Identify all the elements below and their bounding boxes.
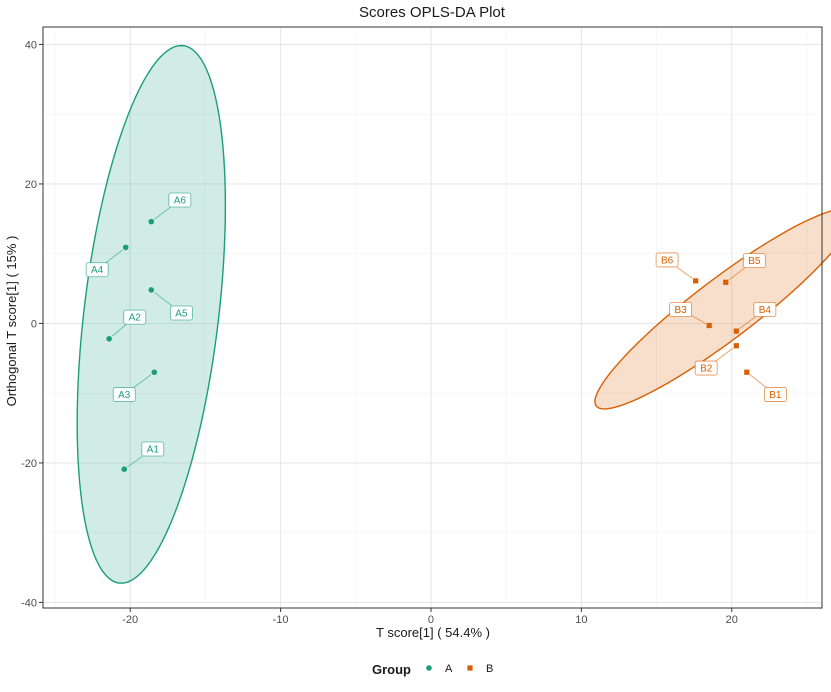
label-connector-b3	[691, 315, 706, 324]
data-point-b2	[733, 343, 739, 349]
label-box-b3	[669, 302, 693, 317]
point-label-b1: B1	[769, 390, 782, 401]
data-point-b3	[706, 322, 712, 329]
label-box-a1	[141, 441, 165, 457]
label-box-b1	[763, 387, 787, 402]
label-connector-b2	[715, 347, 734, 362]
ellipse-group-a	[76, 44, 227, 584]
legend: Group A B	[372, 662, 493, 677]
data-points	[106, 218, 750, 473]
point-label-a1: A1	[147, 444, 160, 455]
data-point-a4	[122, 244, 129, 251]
label-connector-a1	[127, 455, 144, 468]
chart-title: Scores OPLS-DA Plot	[359, 4, 506, 21]
data-point-a6	[148, 218, 155, 225]
label-connector-a3	[133, 374, 152, 388]
plot-panel-border	[42, 26, 823, 609]
x-tick-label: 20	[726, 614, 738, 626]
label-connector-a5	[154, 291, 173, 307]
x-tick-label: 10	[575, 614, 587, 626]
label-box-b5	[742, 253, 766, 269]
label-connector-a2	[111, 323, 127, 337]
data-point-b4	[733, 328, 739, 334]
legend-label-a: A	[445, 663, 453, 675]
y-tick-label: 0	[31, 318, 37, 330]
grid	[43, 27, 822, 608]
data-point-b6	[693, 278, 699, 284]
legend-key-b	[467, 665, 473, 671]
data-point-a2	[106, 335, 112, 342]
y-tick-label: -20	[21, 458, 37, 470]
label-connector-b6	[676, 266, 693, 279]
ellipse-group-b	[594, 210, 831, 410]
y-tick-label: 20	[25, 179, 37, 191]
legend-title: Group	[372, 662, 411, 677]
confidence-ellipses	[76, 44, 831, 584]
x-tick-label: -20	[122, 614, 138, 626]
label-box-b6	[655, 252, 679, 268]
label-connector-b1	[749, 374, 767, 388]
label-connector-b4	[739, 316, 756, 330]
point-label-b2: B2	[700, 364, 713, 375]
data-point-b1	[744, 369, 750, 375]
axis-ticks: -20 -10 0 10 20 -40 -20 0 20 40	[21, 39, 738, 626]
label-connector-a6	[154, 206, 171, 220]
point-label-a4: A4	[91, 265, 104, 276]
data-point-a5	[148, 287, 155, 293]
label-box-a6	[168, 192, 192, 208]
label-box-a3	[112, 387, 136, 402]
point-label-b5: B5	[748, 256, 761, 267]
point-label-a6: A6	[174, 195, 187, 206]
point-label-a5: A5	[175, 308, 188, 319]
label-connector-b5	[728, 267, 746, 281]
point-label-a2: A2	[129, 313, 142, 324]
label-connector-a4	[105, 249, 123, 264]
label-box-a5	[169, 305, 193, 321]
label-box-a2	[123, 309, 147, 325]
y-tick-label: -40	[21, 597, 37, 609]
label-box-a4	[85, 262, 109, 278]
legend-label-b: B	[486, 663, 493, 675]
point-label-b3: B3	[675, 305, 688, 316]
data-point-a1	[121, 466, 128, 473]
point-label-b6: B6	[661, 255, 674, 266]
data-point-a3	[151, 369, 158, 376]
point-labels: A1 A2 A3 A4 A5 A6 B1 B2 B3 B4 B5 B6	[85, 192, 787, 468]
data-point-b5	[723, 279, 729, 285]
label-box-b4	[753, 302, 777, 317]
y-tick-label: 40	[25, 39, 37, 51]
point-label-a3: A3	[118, 390, 131, 401]
x-axis-title: T score[1] ( 54.4% )	[376, 625, 490, 640]
legend-key-a	[426, 665, 432, 671]
label-box-b2	[694, 360, 718, 376]
point-label-b4: B4	[759, 305, 772, 316]
y-axis-title: Orthogonal T score[1] ( 15% )	[4, 236, 19, 407]
x-tick-label: 0	[428, 614, 434, 626]
x-tick-label: -10	[273, 614, 289, 626]
